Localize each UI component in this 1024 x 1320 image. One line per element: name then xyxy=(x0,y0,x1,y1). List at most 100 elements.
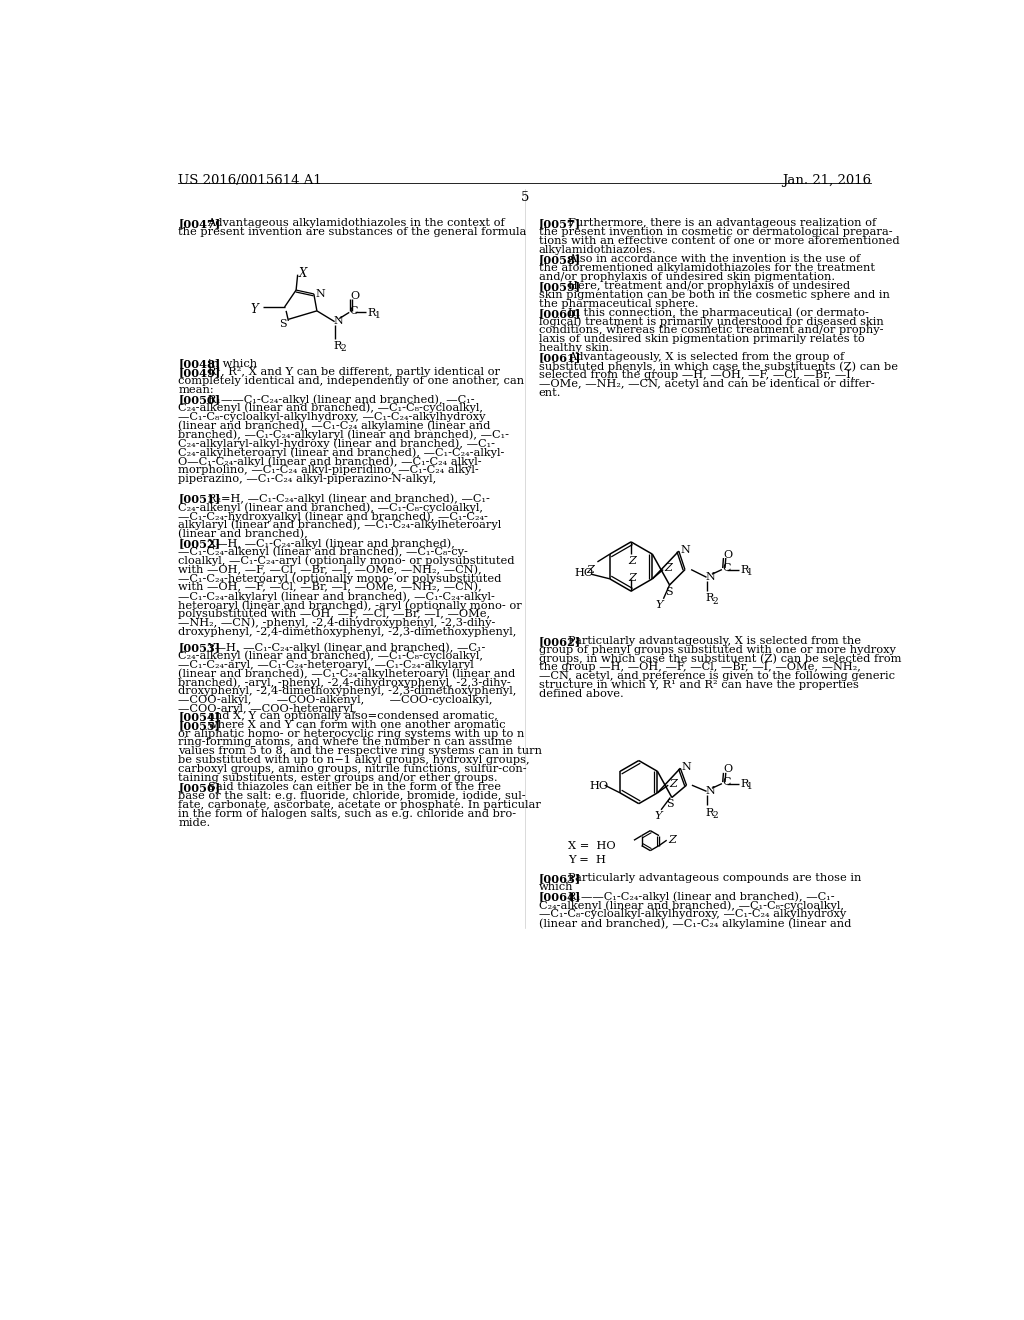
Text: where X and Y can form with one another aromatic: where X and Y can form with one another … xyxy=(208,719,505,730)
Text: mide.: mide. xyxy=(178,817,211,828)
Text: cloalkyl, —C₁-C₂₄-aryl (optionally mono- or polysubstituted: cloalkyl, —C₁-C₂₄-aryl (optionally mono-… xyxy=(178,556,515,566)
Text: [0062]: [0062] xyxy=(539,636,581,647)
Text: heteroaryl (linear and branched), -aryl (optionally mono- or: heteroaryl (linear and branched), -aryl … xyxy=(178,601,522,611)
Text: Z: Z xyxy=(665,564,673,573)
Text: or aliphatic homo- or heterocyclic ring systems with up to n: or aliphatic homo- or heterocyclic ring … xyxy=(178,729,524,739)
Text: N: N xyxy=(706,785,716,796)
Text: [0048]: [0048] xyxy=(178,359,220,370)
Text: C₂₄-alkenyl (linear and branched), —C₁-C₈-cycloalkyl,: C₂₄-alkenyl (linear and branched), —C₁-C… xyxy=(178,403,483,413)
Text: polysubstituted with —OH, —F, —Cl, —Br, —I, —OMe,: polysubstituted with —OH, —F, —Cl, —Br, … xyxy=(178,609,490,619)
Text: —COO-aryl, —COO-heteroaryl,: —COO-aryl, —COO-heteroaryl, xyxy=(178,704,357,714)
Text: [0063]: [0063] xyxy=(539,873,581,884)
Text: HO: HO xyxy=(589,780,608,791)
Text: 2: 2 xyxy=(713,810,718,820)
Text: substituted phenyls, in which case the substituents (Z) can be: substituted phenyls, in which case the s… xyxy=(539,362,898,372)
Text: R₁——C₁-C₂₄-alkyl (linear and branched), —C₁-: R₁——C₁-C₂₄-alkyl (linear and branched), … xyxy=(568,891,835,902)
Text: R: R xyxy=(368,308,376,318)
Text: (linear and branched),: (linear and branched), xyxy=(178,529,308,539)
Text: Z: Z xyxy=(629,573,637,582)
Text: branched), —C₁-C₂₄-alkylaryl (linear and branched), —C₁-: branched), —C₁-C₂₄-alkylaryl (linear and… xyxy=(178,429,509,440)
Text: conditions, whereas the cosmetic treatment and/or prophy-: conditions, whereas the cosmetic treatme… xyxy=(539,326,883,335)
Text: [0052]: [0052] xyxy=(178,539,220,549)
Text: —C₁-C₂₄-alkylaryl (linear and branched), —C₁-C₂₄-alkyl-: —C₁-C₂₄-alkylaryl (linear and branched),… xyxy=(178,591,496,602)
Text: [0050]: [0050] xyxy=(178,395,220,405)
Text: piperazino, —C₁-C₂₄ alkyl-piperazino-N-alkyl,: piperazino, —C₁-C₂₄ alkyl-piperazino-N-a… xyxy=(178,474,436,483)
Text: Z: Z xyxy=(587,565,595,576)
Text: alkylaryl (linear and branched), —C₁-C₂₄-alkylheteroaryl: alkylaryl (linear and branched), —C₁-C₂₄… xyxy=(178,520,502,531)
Text: R₁——C₁-C₂₄-alkyl (linear and branched), —C₁-: R₁——C₁-C₂₄-alkyl (linear and branched), … xyxy=(208,395,474,405)
Text: —CN, acetyl, and preference is given to the following generic: —CN, acetyl, and preference is given to … xyxy=(539,671,895,681)
Text: N: N xyxy=(682,762,691,772)
Text: values from 5 to 8, and the respective ring systems can in turn: values from 5 to 8, and the respective r… xyxy=(178,746,543,756)
Text: [0049]: [0049] xyxy=(178,367,220,378)
Text: branched), -aryl, -phenyl, -2,4-dihydroxyphenyl, -2,3-dihy-: branched), -aryl, -phenyl, -2,4-dihydrox… xyxy=(178,677,511,688)
Text: groups, in which case the substituent (Z) can be selected from: groups, in which case the substituent (Z… xyxy=(539,653,901,664)
Text: [0059]: [0059] xyxy=(539,281,581,292)
Text: morpholino, —C₁-C₂₄ alkyl-piperidino, —C₁-C₂₄ alkyl-: morpholino, —C₁-C₂₄ alkyl-piperidino, —C… xyxy=(178,465,479,475)
Text: 2: 2 xyxy=(341,345,346,352)
Text: the pharmaceutical sphere.: the pharmaceutical sphere. xyxy=(539,298,698,309)
Text: [0047]: [0047] xyxy=(178,218,220,230)
Text: N: N xyxy=(334,317,344,326)
Text: R: R xyxy=(333,341,342,351)
Text: (linear and branched), —C₁-C₂₄ alkylamine (linear and: (linear and branched), —C₁-C₂₄ alkylamin… xyxy=(539,917,851,928)
Text: be substituted with up to n−1 alkyl groups, hydroxyl groups,: be substituted with up to n−1 alkyl grou… xyxy=(178,755,530,766)
Text: Jan. 21, 2016: Jan. 21, 2016 xyxy=(782,174,871,187)
Text: N: N xyxy=(680,545,690,554)
Text: [0056]: [0056] xyxy=(178,781,220,793)
Text: selected from the group —H, —OH, —F, —Cl, —Br, —I,: selected from the group —H, —OH, —F, —Cl… xyxy=(539,370,854,380)
Text: ent.: ent. xyxy=(539,388,561,397)
Text: 1: 1 xyxy=(375,312,380,319)
Text: Particularly advantageous compounds are those in: Particularly advantageous compounds are … xyxy=(568,873,861,883)
Text: —NH₂, —CN), -phenyl, -2,4-dihydroxyphenyl, -2,3-dihy-: —NH₂, —CN), -phenyl, -2,4-dihydroxypheny… xyxy=(178,618,496,628)
Text: Y: Y xyxy=(655,601,664,610)
Text: [0054]: [0054] xyxy=(178,711,220,722)
Text: —C₁-C₂₄-alkenyl (linear and branched), —C₁-C₈-cy-: —C₁-C₂₄-alkenyl (linear and branched), —… xyxy=(178,546,468,557)
Text: (linear and branched), —C₁-C₂₄ alkylamine (linear and: (linear and branched), —C₁-C₂₄ alkylamin… xyxy=(178,421,490,432)
Text: C₂₄-alkenyl (linear and branched), —C₁-C₈-cycloalkyl,: C₂₄-alkenyl (linear and branched), —C₁-C… xyxy=(178,651,483,661)
Text: group of phenyl groups substituted with one or more hydroxy: group of phenyl groups substituted with … xyxy=(539,644,896,655)
Text: In this connection, the pharmaceutical (or dermato-: In this connection, the pharmaceutical (… xyxy=(568,308,868,318)
Text: X =  HO: X = HO xyxy=(568,841,615,850)
Text: carboxyl groups, amino groups, nitrile functions, sulfur-con-: carboxyl groups, amino groups, nitrile f… xyxy=(178,764,527,774)
Text: [0064]: [0064] xyxy=(539,891,581,903)
Text: Z: Z xyxy=(629,556,637,566)
Text: taining substituents, ester groups and/or ether groups.: taining substituents, ester groups and/o… xyxy=(178,774,498,783)
Text: [0055]: [0055] xyxy=(178,719,220,731)
Text: —C₁-C₈-cycloalkyl-alkylhydroxy, —C₁-C₂₄ alkylhydroxy: —C₁-C₈-cycloalkyl-alkylhydroxy, —C₁-C₂₄ … xyxy=(539,909,846,919)
Text: Y =  H: Y = H xyxy=(568,855,606,865)
Text: 1: 1 xyxy=(748,568,753,577)
Text: (linear and branched), —C₁-C₂₄-alkylheteroaryl (linear and: (linear and branched), —C₁-C₂₄-alkylhete… xyxy=(178,668,515,678)
Text: Y: Y xyxy=(251,304,258,317)
Text: HO: HO xyxy=(574,568,594,578)
Text: C: C xyxy=(722,777,730,788)
Text: Here, treatment and/or prophylaxis of undesired: Here, treatment and/or prophylaxis of un… xyxy=(568,281,850,290)
Text: completely identical and, independently of one another, can: completely identical and, independently … xyxy=(178,376,524,385)
Text: healthy skin.: healthy skin. xyxy=(539,343,612,354)
Text: [0057]: [0057] xyxy=(539,218,581,230)
Text: Also in accordance with the invention is the use of: Also in accordance with the invention is… xyxy=(568,253,860,264)
Text: R: R xyxy=(740,779,749,789)
Text: —C₁-C₈-cycloalkyl-alkylhydroxy, —C₁-C₂₄-alkylhydroxy: —C₁-C₈-cycloalkyl-alkylhydroxy, —C₁-C₂₄-… xyxy=(178,412,485,421)
Text: O: O xyxy=(724,549,732,560)
Text: O: O xyxy=(724,764,732,775)
Text: R: R xyxy=(705,594,714,603)
Text: droxyphenyl, -2,4-dimethoxyphenyl, -2,3-dimethoxyphenyl,: droxyphenyl, -2,4-dimethoxyphenyl, -2,3-… xyxy=(178,686,517,696)
Text: C₂₄-alkenyl (linear and branched), —C₁-C₈-cycloalkyl,: C₂₄-alkenyl (linear and branched), —C₁-C… xyxy=(539,900,844,911)
Text: —OMe, —NH₂, —CN, acetyl and can be identical or differ-: —OMe, —NH₂, —CN, acetyl and can be ident… xyxy=(539,379,874,389)
Text: —C₁-C₂₄-hydroxyalkyl (linear and branched), —C₁-C₂₄-: —C₁-C₂₄-hydroxyalkyl (linear and branche… xyxy=(178,511,488,521)
Text: the present invention are substances of the general formula: the present invention are substances of … xyxy=(178,227,526,238)
Text: the group —H, —OH, —F, —Cl, —Br, —I, —OMe, —NH₂,: the group —H, —OH, —F, —Cl, —Br, —I, —OM… xyxy=(539,663,860,672)
Text: laxis of undesired skin pigmentation primarily relates to: laxis of undesired skin pigmentation pri… xyxy=(539,334,864,345)
Text: alkylamidothiazoles.: alkylamidothiazoles. xyxy=(539,246,656,255)
Text: fate, carbonate, ascorbate, acetate or phosphate. In particular: fate, carbonate, ascorbate, acetate or p… xyxy=(178,800,541,809)
Text: Z: Z xyxy=(669,834,676,845)
Text: base or the salt: e.g. fluoride, chloride, bromide, iodide, sul-: base or the salt: e.g. fluoride, chlorid… xyxy=(178,791,526,801)
Text: S: S xyxy=(280,319,287,329)
Text: logical) treatment is primarily understood for diseased skin: logical) treatment is primarily understo… xyxy=(539,317,884,327)
Text: C₂₄-alkenyl (linear and branched), —C₁-C₈-cycloalkyl,: C₂₄-alkenyl (linear and branched), —C₁-C… xyxy=(178,502,483,512)
Text: mean:: mean: xyxy=(178,385,214,395)
Text: the aforementioned alkylamidothiazoles for the treatment: the aforementioned alkylamidothiazoles f… xyxy=(539,263,874,273)
Text: —C₁-C₂₄-aryl, —C₁-C₂₄-heteroaryl, —C₁-C₂₄-alkylaryl: —C₁-C₂₄-aryl, —C₁-C₂₄-heteroaryl, —C₁-C₂… xyxy=(178,660,474,669)
Text: C₂₄-alkylheteroaryl (linear and branched), —C₁-C₂₄-alkyl-: C₂₄-alkylheteroaryl (linear and branched… xyxy=(178,447,505,458)
